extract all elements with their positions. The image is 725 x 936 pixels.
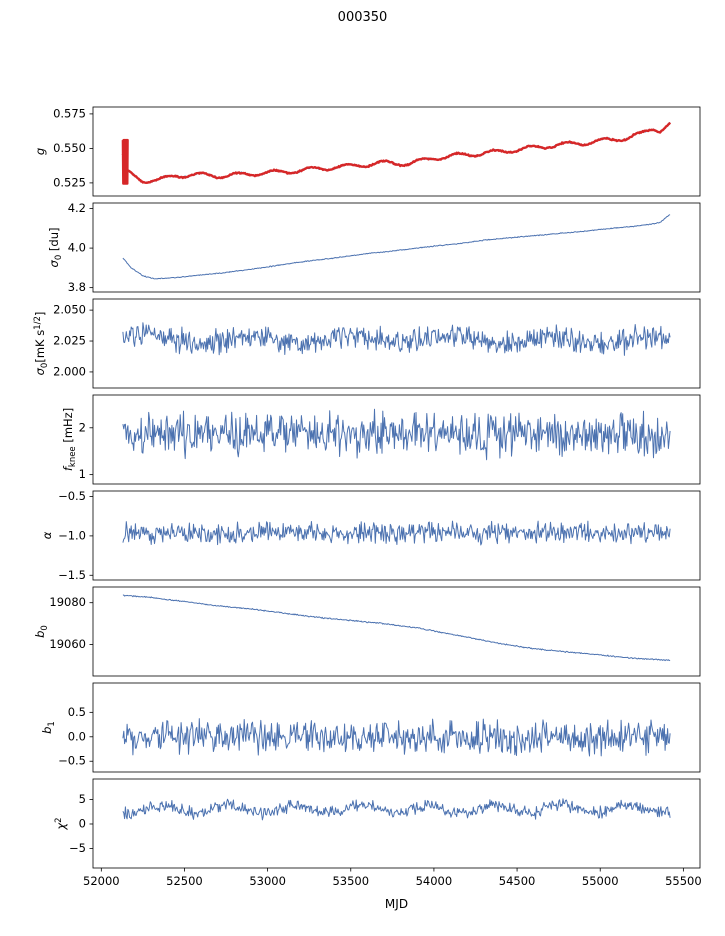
y-tick-label: 0.5: [68, 705, 86, 719]
y-tick-label: 2.025: [53, 334, 86, 348]
panel-alpha: [92, 490, 701, 581]
panel-chi2: [92, 778, 701, 869]
y-tick-label: 19060: [49, 637, 86, 651]
alpha-line: [122, 520, 671, 546]
fknee-line: [122, 408, 671, 461]
y-tick-label: 0.575: [53, 106, 86, 120]
y-tick-label: 0.550: [53, 141, 86, 155]
x-axis-label: MJD: [384, 897, 409, 911]
y-axis-label-b0: b0: [33, 625, 50, 638]
y-axis-label-sigma0-du: σ0 [du]: [47, 228, 64, 268]
y-tick-label: −1.5: [58, 568, 86, 582]
y-axis-label-chi2: χ2: [54, 817, 68, 830]
y-tick-label: 5: [79, 792, 86, 806]
y-tick-label: −0.5: [58, 754, 86, 768]
x-tick-label: 52000: [83, 874, 120, 888]
y-tick-label: 2: [79, 420, 86, 434]
y-tick-label: 4.2: [68, 201, 86, 215]
chart-title: 000350: [337, 10, 388, 25]
panel-sigma0-mks: [92, 298, 701, 389]
b0-line: [122, 594, 671, 662]
y-axis-label-sigma0-mks: σ0[mK s1/2]: [33, 312, 50, 376]
x-tick-label: 53000: [249, 874, 286, 888]
panel-g: [92, 106, 701, 197]
x-tick-label: 52500: [166, 874, 203, 888]
panel-sigma0-du: [92, 202, 701, 293]
b1-line: [122, 718, 671, 757]
x-tick-label: 55500: [665, 874, 702, 888]
y-axis-label-b1: b1: [40, 721, 57, 734]
x-tick-label: 54000: [416, 874, 453, 888]
y-tick-label: 0.525: [53, 175, 86, 189]
panel-fknee: [92, 394, 701, 485]
y-tick-label: −5: [69, 841, 86, 855]
sigma0-mks-line: [122, 322, 671, 356]
y-tick-label: 4.0: [68, 241, 86, 255]
x-tick-label: 54500: [499, 874, 536, 888]
y-tick-label: 19080: [49, 595, 86, 609]
y-axis-label-g: g: [33, 148, 47, 155]
y-axis-label-fknee: fknee [mHz]: [61, 408, 78, 471]
x-tick-label: 55000: [582, 874, 619, 888]
panel-b0: [92, 586, 701, 677]
x-tick-label: 53500: [332, 874, 369, 888]
y-tick-label: 2.000: [53, 364, 86, 378]
chi2-line: [122, 798, 671, 821]
y-axis-label-alpha: α: [40, 531, 54, 539]
y-tick-label: 0.0: [68, 729, 86, 743]
y-tick-label: −1.0: [58, 528, 86, 542]
y-tick-label: 0: [79, 816, 86, 830]
panel-b1: [92, 682, 701, 773]
y-tick-label: 1: [79, 467, 86, 481]
y-tick-label: −0.5: [58, 489, 86, 503]
y-tick-label: 2.050: [53, 303, 86, 317]
g-data-overlay: [121, 121, 672, 185]
y-tick-label: 3.8: [68, 280, 86, 294]
sigma0-du-line: [122, 214, 671, 280]
